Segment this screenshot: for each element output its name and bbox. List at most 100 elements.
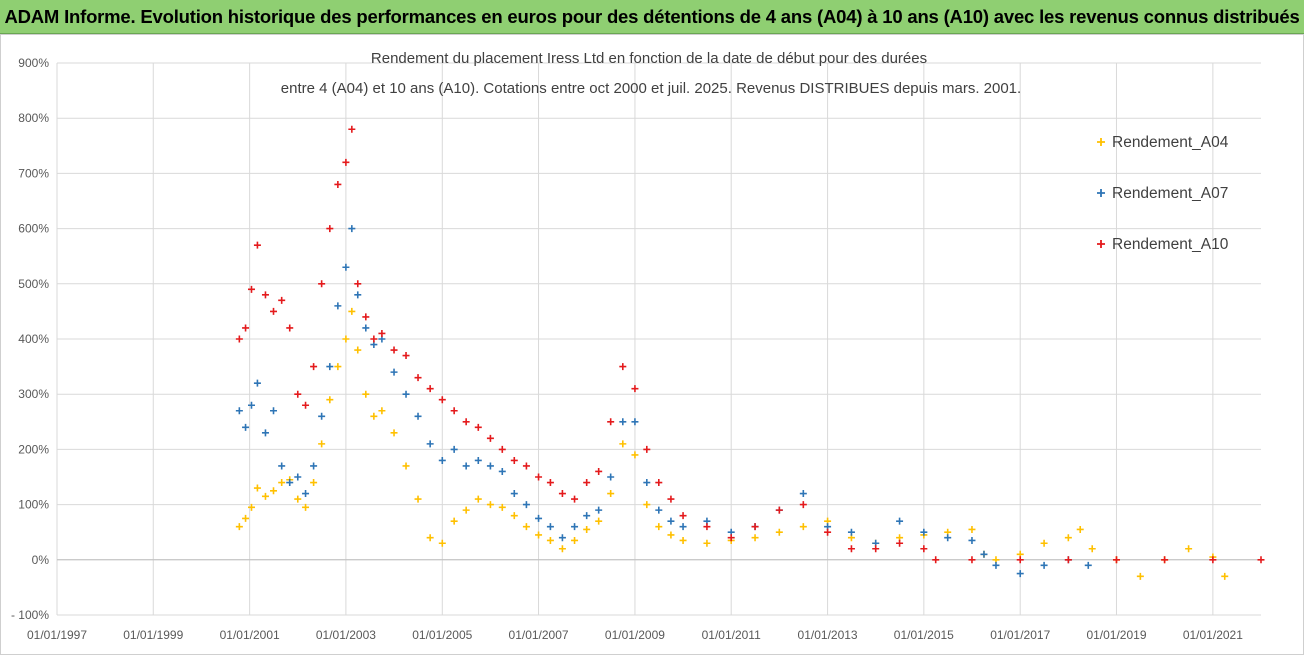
data-point [775,528,783,536]
data-point [342,335,350,343]
data-point [378,329,386,337]
x-tick-label: 01/01/2021 [1183,628,1243,642]
y-tick-label: 900% [18,56,49,70]
data-point [619,363,627,371]
data-point [968,525,976,533]
y-tick-label: 300% [18,387,49,401]
data-point [486,501,494,509]
legend-label: Rendement_A07 [1112,185,1228,202]
data-point [310,363,318,371]
x-tick-label: 01/01/2009 [605,628,665,642]
data-point [294,473,302,481]
y-tick-label: 500% [18,277,49,291]
y-tick-label: 800% [18,111,49,125]
data-point [438,456,446,464]
data-point [655,506,663,514]
data-point [390,429,398,437]
data-point [354,280,362,288]
data-point [558,534,566,542]
data-point [583,479,591,487]
legend-label: Rendement_A04 [1112,134,1229,151]
x-tick-label: 01/01/2015 [894,628,954,642]
chart-title-line-2: entre 4 (A04) et 10 ans (A10). Cotations… [281,80,1021,97]
data-point [932,556,940,564]
chart-area: - 100% 0% 100% 200% 300% 400% 500% 600% 700% 800%… [0,34,1304,655]
data-point [1040,561,1048,569]
data-point [253,379,261,387]
series-Rendement_A07 [235,225,1092,578]
grid-layer [56,62,1261,616]
x-tick-label: 01/01/2003 [316,628,376,642]
series-Rendement_A04 [235,307,1229,580]
data-point [607,490,615,498]
data-point [498,445,506,453]
data-point [414,412,422,420]
data-point [595,517,603,525]
data-point [619,440,627,448]
data-point [1064,534,1072,542]
legend-marker [1097,189,1105,197]
data-point [1016,570,1024,578]
x-tick-label: 01/01/2001 [220,628,280,642]
data-point [1221,572,1229,580]
legend-marker [1097,138,1105,146]
data-point [980,550,988,558]
data-point [278,296,286,304]
data-point [474,495,482,503]
data-point [426,440,434,448]
data-point [896,517,904,525]
data-point [619,418,627,426]
data-point [462,418,470,426]
data-point [968,536,976,544]
data-point [302,503,310,511]
data-point [571,495,579,503]
data-point [318,412,326,420]
data-point [278,479,286,487]
data-point [402,390,410,398]
data-point [286,479,294,487]
data-point [703,539,711,547]
data-point [1040,539,1048,547]
axis-layer: - 100% 0% 100% 200% 300% 400% 500% 600% 700% 800%… [11,56,1243,642]
data-point [510,490,518,498]
data-point [643,445,651,453]
data-point [426,534,434,542]
data-point [362,324,370,332]
chart-title-block: Rendement du placement Iress Ltd en fonc… [281,50,1021,97]
data-point [414,374,422,382]
data-point [1209,556,1217,564]
data-point [354,291,362,299]
data-point [342,263,350,271]
data-point [247,285,255,293]
data-point [751,534,759,542]
data-point [595,467,603,475]
data-point [326,363,334,371]
legend: Rendement_A04 Rendement_A07 Rendement_A10 [1097,134,1229,253]
series-Rendement_A10 [235,125,1265,564]
data-point [253,241,261,249]
data-point [535,473,543,481]
data-point [571,523,579,531]
data-point [920,528,928,536]
data-point [348,125,356,133]
data-point [1185,545,1193,553]
data-point [522,462,530,470]
data-point [235,523,243,531]
data-point [318,440,326,448]
data-point [1136,572,1144,580]
data-point [1076,525,1084,533]
data-point [302,401,310,409]
y-tick-label: 0% [32,553,50,567]
data-point [354,346,362,354]
y-tick-label: 400% [18,332,49,346]
x-tick-label: 01/01/1999 [123,628,183,642]
data-point [872,545,880,553]
data-point [334,302,342,310]
data-point [667,531,675,539]
data-point [348,307,356,315]
data-point [799,490,807,498]
data-point [510,512,518,520]
data-point [498,503,506,511]
data-point [426,385,434,393]
report-banner-title: ADAM Informe. Evolution historique des p… [0,0,1304,34]
